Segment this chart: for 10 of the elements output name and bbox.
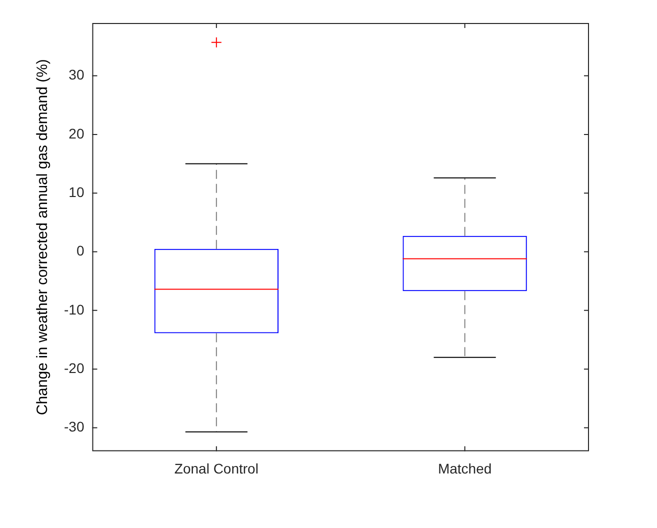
y-tick-label: 0 [76,242,84,259]
y-tick-label: 10 [68,184,84,200]
y-tick-label: -10 [64,301,84,318]
y-axis-title: Change in weather corrected annual gas demand (%) [34,59,52,416]
y-tick-label: 20 [68,125,84,142]
y-tick-label: -20 [64,360,84,376]
x-tick-label: Zonal Control [174,460,258,476]
y-tick-label: -30 [64,418,84,435]
x-tick-label: Matched [438,460,492,476]
y-tick-label: 30 [68,66,84,83]
